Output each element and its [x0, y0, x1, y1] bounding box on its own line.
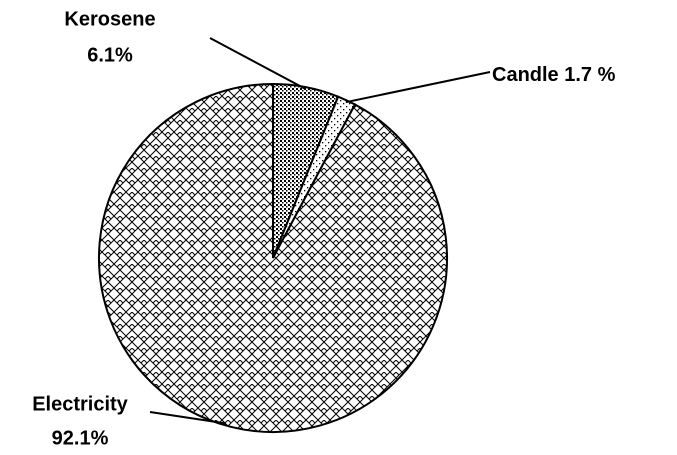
leader-line: [345, 71, 491, 104]
slice-label: Candle 1.7 %: [492, 64, 616, 86]
leader-lines: [149, 37, 491, 425]
leader-line: [209, 37, 307, 91]
leader-line: [149, 411, 226, 425]
slice-value-label: 92.1%: [52, 427, 109, 449]
slice-label: Kerosene: [64, 8, 155, 30]
pie: [98, 82, 448, 433]
slice-label-name: Candle: [492, 64, 559, 86]
slice-label: Electricity: [32, 393, 128, 415]
pie-slice: [98, 82, 448, 433]
slice-value-label: 6.1%: [87, 44, 133, 66]
slice-value-label: 1.7 %: [564, 64, 615, 86]
